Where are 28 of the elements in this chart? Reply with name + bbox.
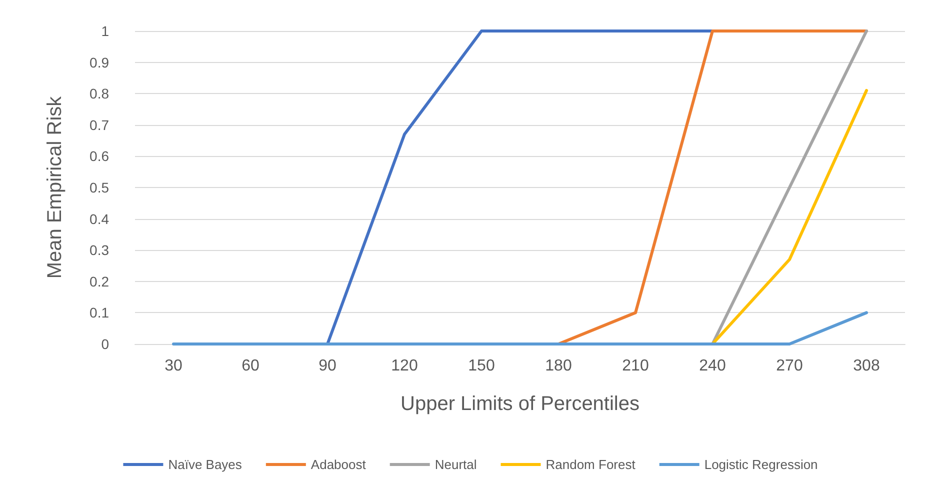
legend-label: Logistic Regression (704, 457, 818, 472)
y-tick-label: 0.9 (90, 54, 110, 70)
y-tick-label: 0.2 (90, 273, 110, 290)
x-axis-title: Upper Limits of Percentiles (400, 393, 640, 415)
y-tick-label: 0.6 (90, 148, 110, 164)
legend-label: Naïve Bayes (168, 457, 242, 472)
y-tick-label: 0.8 (90, 86, 110, 102)
x-tick-label: 270 (776, 358, 803, 374)
x-tick-label: 120 (391, 358, 418, 374)
x-tick-label: 60 (242, 358, 260, 374)
x-tick-label: 150 (468, 358, 495, 374)
y-tick-label: 1 (101, 23, 110, 39)
legend-label: Adaboost (310, 457, 366, 472)
x-tick-label: 30 (164, 358, 182, 374)
y-tick-label: 0.4 (90, 210, 110, 227)
legend-label: Neurtal (434, 457, 477, 472)
x-tick-label: 308 (853, 358, 880, 374)
y-tick-label: 0.7 (90, 116, 110, 133)
x-tick-label: 240 (699, 358, 726, 374)
y-tick-label: 0 (101, 336, 110, 352)
x-tick-label: 90 (318, 358, 336, 374)
y-tick-label: 0.5 (90, 180, 110, 196)
y-axis-title: Mean Empirical Risk (44, 95, 66, 279)
legend-label: Random Forest (546, 457, 636, 472)
y-tick-label: 0.3 (90, 242, 110, 258)
x-tick-label: 210 (622, 358, 649, 374)
y-tick-label: 0.1 (90, 304, 110, 321)
x-tick-label: 180 (545, 358, 572, 374)
